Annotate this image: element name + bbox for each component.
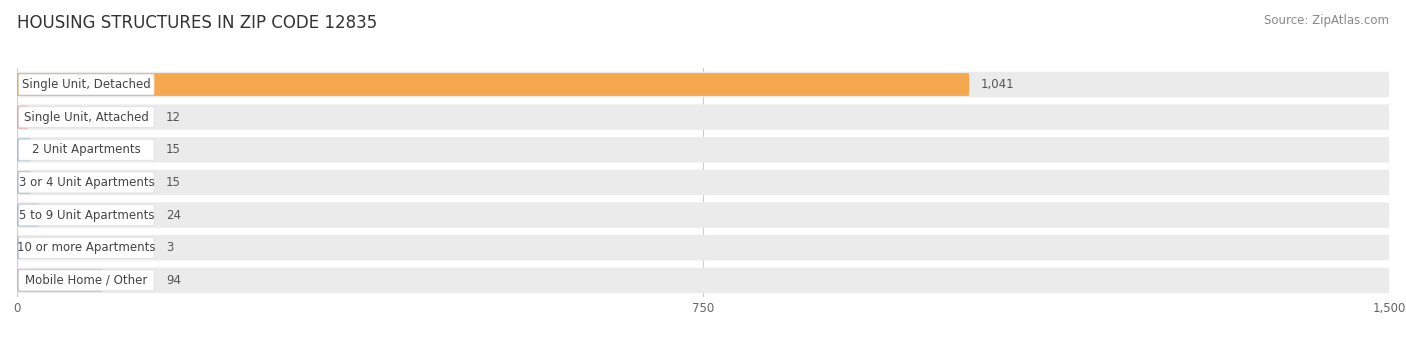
Text: 24: 24 — [166, 209, 181, 222]
FancyBboxPatch shape — [17, 202, 1389, 228]
FancyBboxPatch shape — [17, 137, 1389, 163]
Text: Single Unit, Attached: Single Unit, Attached — [24, 111, 149, 124]
FancyBboxPatch shape — [17, 73, 969, 96]
FancyBboxPatch shape — [17, 269, 103, 292]
FancyBboxPatch shape — [17, 171, 31, 194]
FancyBboxPatch shape — [17, 235, 1389, 261]
FancyBboxPatch shape — [18, 237, 155, 258]
Text: 94: 94 — [166, 274, 181, 287]
FancyBboxPatch shape — [18, 107, 155, 128]
Text: 12: 12 — [166, 111, 181, 124]
FancyBboxPatch shape — [18, 74, 155, 95]
Text: 1,041: 1,041 — [980, 78, 1014, 91]
FancyBboxPatch shape — [17, 170, 1389, 195]
FancyBboxPatch shape — [18, 270, 155, 291]
Text: 2 Unit Apartments: 2 Unit Apartments — [32, 143, 141, 156]
Text: 15: 15 — [166, 176, 181, 189]
Text: Source: ZipAtlas.com: Source: ZipAtlas.com — [1264, 14, 1389, 27]
FancyBboxPatch shape — [17, 106, 28, 129]
Text: Single Unit, Detached: Single Unit, Detached — [22, 78, 150, 91]
FancyBboxPatch shape — [18, 172, 155, 193]
Text: 3 or 4 Unit Apartments: 3 or 4 Unit Apartments — [18, 176, 155, 189]
FancyBboxPatch shape — [17, 138, 31, 161]
Text: 3: 3 — [166, 241, 173, 254]
Text: 15: 15 — [166, 143, 181, 156]
FancyBboxPatch shape — [17, 104, 1389, 130]
FancyBboxPatch shape — [17, 268, 1389, 293]
FancyBboxPatch shape — [18, 205, 155, 225]
Text: 10 or more Apartments: 10 or more Apartments — [17, 241, 156, 254]
Text: HOUSING STRUCTURES IN ZIP CODE 12835: HOUSING STRUCTURES IN ZIP CODE 12835 — [17, 14, 377, 32]
FancyBboxPatch shape — [17, 236, 20, 259]
FancyBboxPatch shape — [17, 204, 39, 226]
FancyBboxPatch shape — [17, 72, 1389, 97]
Text: Mobile Home / Other: Mobile Home / Other — [25, 274, 148, 287]
FancyBboxPatch shape — [18, 139, 155, 160]
Text: 5 to 9 Unit Apartments: 5 to 9 Unit Apartments — [18, 209, 155, 222]
